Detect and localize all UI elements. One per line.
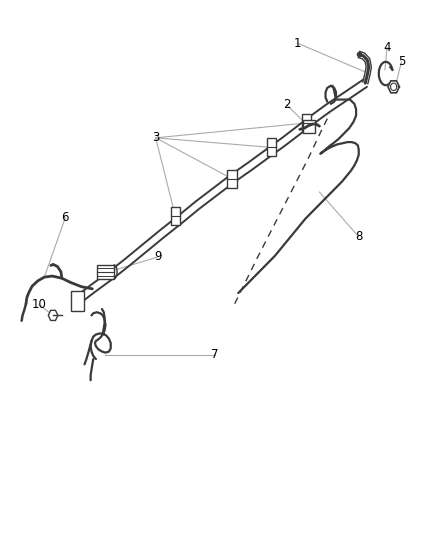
Text: 1: 1 bbox=[294, 37, 301, 50]
Text: 10: 10 bbox=[32, 298, 46, 311]
Text: 8: 8 bbox=[355, 230, 362, 243]
Bar bbox=[301, 114, 311, 132]
Text: 3: 3 bbox=[152, 131, 159, 144]
Text: 4: 4 bbox=[383, 41, 391, 54]
Text: 7: 7 bbox=[211, 348, 219, 361]
Bar bbox=[227, 169, 237, 188]
Text: 9: 9 bbox=[154, 251, 162, 263]
Text: 5: 5 bbox=[398, 55, 405, 68]
Bar bbox=[97, 265, 114, 279]
Bar bbox=[71, 291, 84, 311]
Polygon shape bbox=[388, 81, 399, 93]
Text: 2: 2 bbox=[283, 99, 290, 111]
Bar bbox=[303, 120, 315, 133]
Polygon shape bbox=[48, 310, 58, 320]
Bar bbox=[267, 139, 276, 157]
Text: 6: 6 bbox=[62, 211, 69, 224]
Bar bbox=[170, 207, 180, 225]
